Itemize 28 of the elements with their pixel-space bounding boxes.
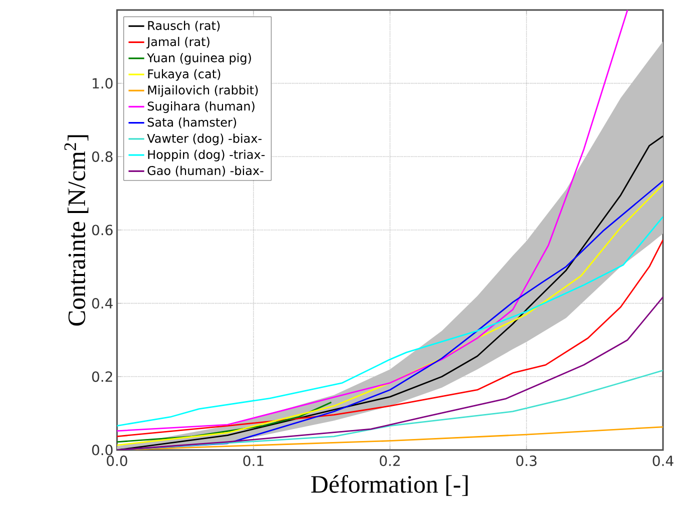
x-tick-label: 0.1 (243, 456, 264, 466)
x-axis-title: Déformation [-] (311, 474, 468, 496)
line-series (117, 10, 628, 432)
y-tick-label: 0.2 (92, 371, 112, 382)
line-series (117, 296, 663, 450)
y-tick-label: 0.8 (92, 151, 113, 162)
y-tick-label: 0.4 (92, 298, 113, 309)
y-axis-title: Contrainte [N/cm$^{2}$] (64, 135, 88, 326)
y-tick-label: 1.0 (92, 78, 113, 89)
y-tick-label: 0.6 (92, 224, 113, 236)
legend-label: Sata (hamster) (148, 118, 236, 128)
x-tick-label: 0.3 (516, 456, 537, 466)
legend-label: Sugihara (human) (148, 101, 254, 113)
line-series (117, 216, 663, 426)
line-series (117, 402, 332, 443)
legend-label: Rausch (rat) (148, 20, 220, 32)
x-tick-label: 0.4 (652, 456, 674, 466)
legend-label: Vawter (dog) -biax- (147, 134, 262, 146)
legend-label: Hoppin (dog) -triax- (148, 150, 265, 162)
legend-label: Yuan (guinea pig) (146, 53, 251, 65)
legend-label: Mijailovich (rabbit) (148, 85, 258, 97)
legend-label: Fukaya (cat) (148, 69, 220, 81)
line-series (117, 239, 663, 438)
y-tick-label: 0.0 (92, 444, 113, 456)
x-tick-label: 0.2 (380, 456, 400, 466)
x-tick-label: 0.0 (106, 456, 128, 466)
legend-label: Jamal (rat) (146, 36, 210, 48)
legend-label: Gao (human) -biax- (148, 166, 264, 177)
